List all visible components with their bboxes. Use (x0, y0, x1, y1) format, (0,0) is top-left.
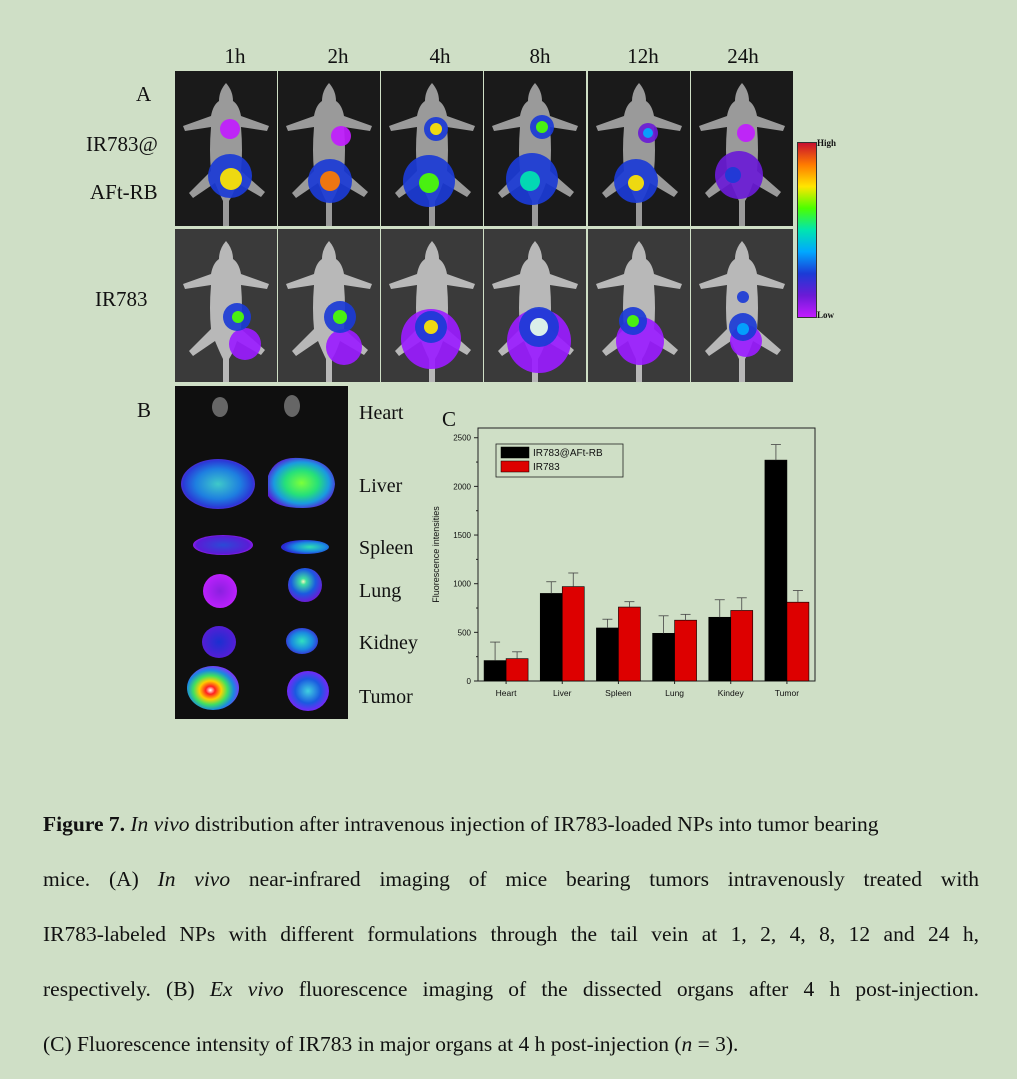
panel-c-label: C (442, 407, 457, 431)
bar-IR783-Liver (561, 586, 585, 682)
mouse-image-2-1 (175, 229, 277, 382)
row2-label: IR783 (95, 287, 148, 311)
caption-line5-b: = 3). (692, 1032, 739, 1056)
scale-low-label: Low (817, 310, 835, 320)
bar-IR783@AFt-RB-Tumor (764, 459, 788, 682)
caption-italic-in-vivo: In vivo (130, 812, 190, 836)
row1-label-line1: IR783@ (86, 132, 158, 156)
caption-line-1: Figure 7. In vivo distribution after int… (43, 797, 979, 852)
y-axis-label: Fluorescence intensities (431, 506, 441, 603)
bar-IR783@AFt-RB-Heart (483, 660, 507, 682)
bar-IR783-Kindey (730, 610, 754, 682)
scale-high-label: High (817, 138, 837, 148)
mouse-image-2-5 (588, 229, 690, 382)
x-tick-label-Tumor: Tumor (775, 688, 799, 698)
caption-n: n (681, 1032, 693, 1056)
time-label-4h: 4h (429, 44, 451, 68)
caption-line2-b: near-infrared imaging of mice bearing tu… (248, 867, 980, 891)
y-tick-label-1500: 1500 (453, 531, 471, 540)
caption-line-4: respectively. (B) Ex vivo fluorescence i… (43, 962, 979, 1017)
mouse-image-2-2 (278, 229, 380, 382)
bar-IR783@AFt-RB-Liver (539, 593, 563, 682)
legend-label-IR783: IR783 (533, 462, 560, 473)
x-tick-label-Liver: Liver (553, 688, 572, 698)
caption-line2-a: mice. (A) (43, 867, 139, 891)
bar-IR783-Lung (674, 619, 697, 682)
caption-line4-b: fluorescence imaging of the dissected or… (298, 977, 980, 1001)
organ-label-heart: Heart (359, 402, 404, 424)
caption-line-3: IR783-labeled NPs with different formula… (43, 922, 979, 946)
organ-label-lung: Lung (359, 580, 402, 602)
row1-label-line2: AFt-RB (90, 180, 158, 204)
bar-IR783-Heart (505, 658, 529, 682)
ex-vivo-organ-image (175, 386, 348, 719)
legend-swatch-IR783 (500, 460, 530, 473)
time-label-8h: 8h (529, 44, 551, 68)
bar-IR783@AFt-RB-Spleen (596, 627, 619, 682)
bar-IR783@AFt-RB-Lung (652, 633, 675, 682)
time-label-1h: 1h (224, 44, 246, 68)
caption-line-5: (C) Fluorescence intensity of IR783 in m… (43, 1017, 979, 1072)
x-tick-label-Lung: Lung (665, 688, 684, 698)
panel-a-label: A (136, 82, 152, 106)
caption-italic-ex-vivo: Ex vivo (209, 977, 284, 1001)
mouse-image-2-3 (381, 229, 483, 382)
legend-label-IR783@AFt-RB: IR783@AFt-RB (533, 448, 603, 459)
legend-swatch-IR783@AFt-RB (500, 446, 530, 459)
mouse-image-1-2 (278, 71, 380, 226)
fluorescence-bar-chart: 0 500 1000 1500 2000 2500 Fluorescence intensi… (425, 425, 820, 710)
caption-line4-a: respectively. (B) (43, 977, 195, 1001)
bar-IR783@AFt-RB-Kindey (708, 616, 732, 682)
x-tick-label-Spleen: Spleen (605, 688, 632, 698)
y-tick-label-500: 500 (458, 628, 472, 637)
mouse-image-1-1 (175, 71, 277, 226)
panel-b-label: B (137, 398, 152, 422)
caption-line-2: mice. (A) In vivo near-infrared imaging … (43, 852, 979, 907)
mouse-image-2-6 (691, 229, 793, 382)
mouse-image-1-6 (691, 71, 793, 226)
organ-label-spleen: Spleen (359, 537, 414, 559)
plot-frame (477, 427, 816, 682)
caption-fig-label: Figure 7. (43, 812, 126, 836)
y-tick-label-2500: 2500 (453, 434, 471, 443)
caption-line1-text: distribution after intravenous injection… (194, 812, 879, 836)
caption-line5-a: (C) Fluorescence intensity of IR783 in m… (43, 1032, 682, 1056)
y-tick-label-2000: 2000 (453, 482, 471, 491)
mouse-image-1-3 (381, 71, 483, 226)
bar-IR783-Tumor (786, 601, 810, 682)
time-label-2h: 2h (327, 44, 349, 68)
figure-caption: Figure 7. In vivo distribution after int… (43, 797, 979, 1072)
caption-italic-in-vivo-2: In vivo (157, 867, 231, 891)
mouse-image-2-4 (484, 229, 586, 382)
color-scale-bar (797, 142, 817, 318)
x-tick-label-Heart: Heart (496, 688, 517, 698)
organ-label-tumor: Tumor (359, 686, 413, 708)
time-label-24h: 24h (727, 44, 759, 68)
time-label-12h: 12h (627, 44, 659, 68)
organ-label-liver: Liver (359, 475, 403, 497)
x-tick-label-Kindey: Kindey (718, 688, 745, 698)
y-tick-label-0: 0 (467, 677, 472, 686)
y-tick-label-1000: 1000 (453, 580, 471, 589)
bar-IR783-Spleen (618, 606, 641, 682)
mouse-image-1-4 (484, 71, 586, 226)
organ-label-kidney: Kidney (359, 632, 418, 654)
mouse-image-1-5 (588, 71, 690, 226)
